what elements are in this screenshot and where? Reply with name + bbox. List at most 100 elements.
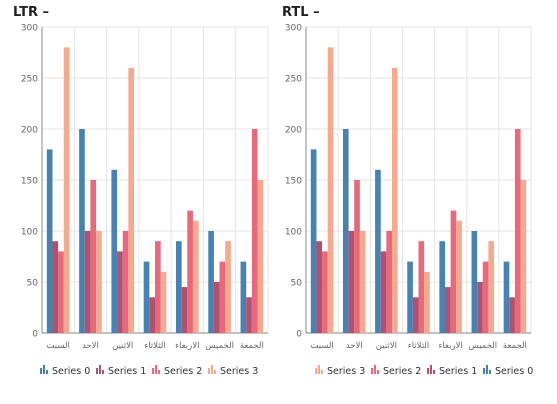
x-tick-label: الجمعة bbox=[503, 341, 527, 351]
legend-icon[interactable] bbox=[318, 365, 320, 374]
bar-series-0 bbox=[208, 231, 214, 333]
bar-series-1 bbox=[246, 297, 252, 333]
y-tick-label: 0 bbox=[296, 330, 302, 340]
y-tick-label: 100 bbox=[21, 228, 38, 238]
bar-series-1 bbox=[316, 241, 323, 333]
bar-series-0 bbox=[240, 261, 247, 333]
x-tick-label: الاحد bbox=[82, 341, 99, 351]
legend-icon[interactable] bbox=[152, 368, 154, 374]
bar-series-3 bbox=[96, 231, 102, 333]
legend-icon[interactable] bbox=[371, 368, 373, 374]
bar-series-3 bbox=[456, 220, 462, 333]
bar-series-0 bbox=[143, 261, 150, 333]
bar-series-2 bbox=[482, 261, 489, 333]
legend-label[interactable]: Series 3 bbox=[327, 366, 365, 377]
bar-series-3 bbox=[225, 241, 231, 333]
bar-series-3 bbox=[128, 67, 135, 334]
x-tick-label: السبت bbox=[46, 341, 69, 351]
bar-series-2 bbox=[354, 180, 360, 333]
bar-series-3 bbox=[359, 231, 366, 333]
legend-label[interactable]: Series 3 bbox=[220, 366, 258, 377]
bar-series-0 bbox=[111, 169, 118, 333]
legend-icon[interactable] bbox=[483, 368, 485, 374]
bar-series-3 bbox=[424, 271, 430, 333]
bar-series-3 bbox=[257, 180, 264, 333]
legend-icon[interactable] bbox=[486, 365, 488, 374]
legend-label[interactable]: Series 0 bbox=[52, 366, 90, 377]
legend-icon[interactable] bbox=[43, 365, 45, 374]
bar-series-2 bbox=[450, 210, 457, 333]
bar-series-3 bbox=[488, 241, 495, 333]
y-tick-label: 250 bbox=[285, 75, 302, 85]
legend-icon[interactable] bbox=[46, 370, 48, 374]
y-tick-label: 100 bbox=[285, 228, 302, 238]
legend-icon[interactable] bbox=[433, 370, 435, 374]
bar-series-1 bbox=[380, 251, 387, 333]
bar-series-1 bbox=[117, 251, 123, 333]
bar-series-3 bbox=[160, 271, 167, 333]
legend-icon[interactable] bbox=[158, 370, 160, 374]
bar-chart-rtl: 0 50 100 150 200 250 300 السبت الاحد الاثنين الثلا… bbox=[285, 24, 533, 378]
bar-series-0 bbox=[407, 261, 413, 333]
chart-title-rtl: RTL – bbox=[282, 5, 320, 20]
legend-label[interactable]: Series 1 bbox=[439, 366, 477, 377]
x-tick-label: الثلاثاء bbox=[144, 341, 166, 351]
bar-series-1 bbox=[412, 297, 419, 333]
legend-label[interactable]: Series 0 bbox=[495, 366, 533, 377]
legend-icon[interactable] bbox=[427, 368, 429, 374]
x-tick-label: الاربعاء bbox=[175, 341, 199, 351]
bar-series-1 bbox=[213, 282, 220, 333]
bar-series-2 bbox=[251, 129, 258, 333]
bar-series-2 bbox=[155, 241, 161, 333]
bar-series-3 bbox=[192, 220, 199, 333]
bar-series-2 bbox=[514, 129, 521, 333]
legend-icon[interactable] bbox=[214, 370, 216, 374]
bar-series-1 bbox=[477, 282, 483, 333]
x-tick-label: الاربعاء bbox=[438, 341, 462, 351]
legend-label[interactable]: Series 2 bbox=[164, 366, 202, 377]
bar-series-0 bbox=[175, 241, 182, 333]
y-tick-label: 300 bbox=[21, 24, 38, 34]
bar-series-0 bbox=[503, 261, 510, 333]
legend-icon[interactable] bbox=[321, 370, 323, 374]
bar-series-1 bbox=[445, 287, 451, 333]
legend-icon[interactable] bbox=[155, 365, 157, 374]
bar-series-1 bbox=[84, 231, 91, 333]
y-tick-label: 200 bbox=[21, 126, 38, 136]
bar-series-2 bbox=[187, 210, 193, 333]
legend-icon[interactable] bbox=[96, 368, 98, 374]
y-tick-label: 150 bbox=[21, 177, 38, 187]
legend-icon[interactable] bbox=[208, 368, 210, 374]
legend-label[interactable]: Series 1 bbox=[108, 366, 146, 377]
legend-icon[interactable] bbox=[315, 368, 317, 374]
bar-series-1 bbox=[52, 241, 59, 333]
chart-panel-rtl: RTL – 0 50 100 150 200 250 300 السبت الاحد الاثني… bbox=[278, 0, 548, 400]
y-tick-label: 250 bbox=[21, 75, 38, 85]
bar-series-2 bbox=[322, 251, 328, 333]
legend-icon[interactable] bbox=[211, 365, 213, 374]
x-tick-label: الخميس bbox=[205, 341, 234, 351]
legend-icon[interactable] bbox=[374, 365, 376, 374]
y-tick-label: 200 bbox=[285, 126, 302, 136]
x-tick-label: الخميس bbox=[468, 341, 497, 351]
bar-series-0 bbox=[439, 241, 446, 333]
legend-icon[interactable] bbox=[430, 365, 432, 374]
bar-series-1 bbox=[181, 287, 188, 333]
legend-icon[interactable] bbox=[377, 370, 379, 374]
legend-icon[interactable] bbox=[102, 370, 104, 374]
bar-series-3 bbox=[520, 180, 527, 333]
bar-series-2 bbox=[386, 231, 392, 333]
bar-series-3 bbox=[63, 47, 70, 334]
y-tick-label: 50 bbox=[27, 279, 39, 289]
bar-series-2 bbox=[418, 241, 425, 333]
bar-series-1 bbox=[348, 231, 355, 333]
legend-label[interactable]: Series 2 bbox=[383, 366, 421, 377]
y-tick-label: 300 bbox=[285, 24, 302, 34]
bar-series-2 bbox=[122, 231, 129, 333]
y-tick-label: 150 bbox=[285, 177, 302, 187]
legend-icon[interactable] bbox=[489, 370, 491, 374]
bar-series-3 bbox=[391, 67, 398, 334]
legend-icon[interactable] bbox=[40, 368, 42, 374]
legend-icon[interactable] bbox=[99, 365, 101, 374]
x-tick-label: الثلاثاء bbox=[408, 341, 430, 351]
